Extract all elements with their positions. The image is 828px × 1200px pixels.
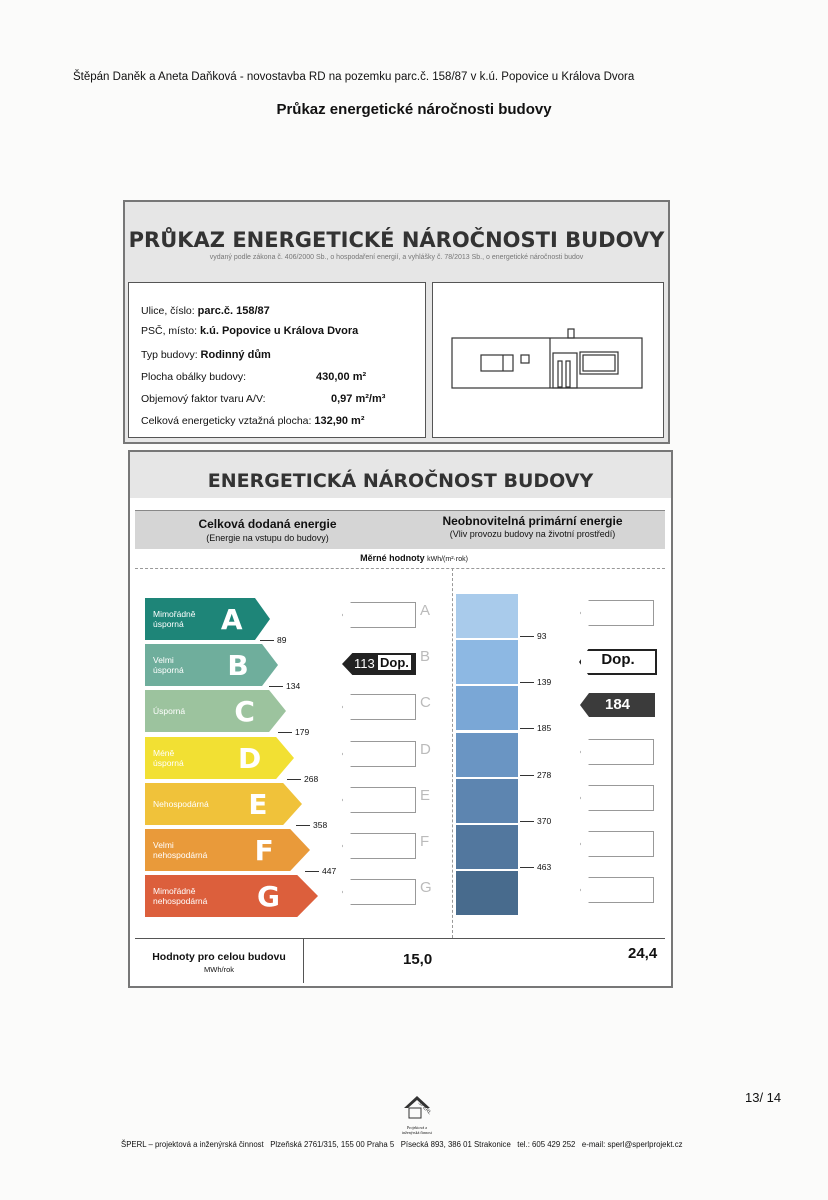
left-threshold: 179 (278, 727, 309, 737)
total-primary-energy: 24,4 (628, 945, 658, 962)
class-band-e: Nehospodárná E (145, 783, 302, 825)
left-threshold: 358 (296, 820, 327, 830)
right-column-heading: Neobnovitelná primární energie (442, 514, 623, 528)
building-info: Ulice, číslo: parc.č. 158/87 PSČ, místo:… (128, 282, 426, 438)
class-band-c: Úsporná C (145, 690, 286, 732)
class-letter-c: C (420, 694, 431, 711)
info-area: Celková energeticky vztažná plocha: 132,… (141, 415, 365, 427)
primary-energy-marker: 184 (580, 693, 655, 717)
totals-label: Hodnoty pro celou budovu (152, 951, 286, 963)
info-place: PSČ, místo: k.ú. Popovice u Králova Dvor… (141, 325, 359, 337)
left-column-heading: Celková dodaná energie (198, 517, 337, 531)
unit-label: Měrné hodnoty kWh/(m²·rok) (360, 553, 468, 563)
right-column-subheading: (Vliv provozu budovy na životní prostřed… (449, 529, 616, 539)
footer-text: ŠPERL – projektová a inženýrská činnost … (121, 1140, 683, 1149)
left-threshold: 447 (305, 866, 336, 876)
primary-class-band-d (456, 733, 518, 777)
info-street: Ulice, číslo: parc.č. 158/87 (141, 305, 270, 317)
empty-arrow (580, 739, 654, 765)
primary-class-band-e (456, 779, 518, 823)
primary-ref-marker: Dop. (579, 649, 657, 675)
right-threshold: 463 (520, 862, 551, 872)
class-band-g: Mimořádně nehospodárná G (145, 875, 318, 917)
house-elevation-icon (451, 328, 643, 389)
empty-arrow (342, 602, 416, 628)
totals-row: Hodnoty pro celou budovu MWh/rok 15,0 24… (135, 938, 665, 983)
energy-title: ENERGETICKÁ NÁROČNOST BUDOVY (130, 452, 671, 498)
right-threshold: 185 (520, 723, 551, 733)
class-letter-b: B (420, 648, 431, 665)
empty-arrow (342, 787, 416, 813)
primary-class-band-g (456, 871, 518, 915)
empty-arrow (342, 694, 416, 720)
column-headers: Celková dodaná energie (Energie na vstup… (135, 510, 665, 549)
total-delivered-energy: 15,0 (403, 951, 433, 968)
info-envelope: Plocha obálky budovy: 430,00 m² (141, 371, 367, 383)
class-band-b: Velmi úsporná B (145, 644, 278, 686)
primary-class-band-a (456, 594, 518, 638)
certificate-subtitle: vydaný podle zákona č. 406/2000 Sb., o h… (209, 254, 584, 261)
empty-arrow (580, 831, 654, 857)
primary-class-band-f (456, 825, 518, 869)
empty-arrow (580, 600, 654, 626)
class-letter-f: F (420, 833, 430, 850)
class-band-a: Mimořádně úsporná A (145, 598, 270, 640)
primary-class-band-c (456, 686, 518, 730)
class-band-f: Velmi nehospodárná F (145, 829, 310, 871)
certificate-title: PRŮKAZ ENERGETICKÉ NÁROČNOSTI BUDOVY (128, 228, 665, 252)
class-band-d: Méně úsporná D (145, 737, 294, 779)
totals-unit: MWh/rok (204, 965, 234, 974)
right-threshold: 370 (520, 816, 551, 826)
info-shape-factor: Objemový faktor tvaru A/V: 0,97 m²/m³ (141, 393, 386, 405)
right-threshold: 278 (520, 770, 551, 780)
left-threshold: 268 (287, 774, 318, 784)
class-letter-e: E (420, 787, 431, 804)
left-threshold: 134 (269, 681, 300, 691)
delivered-energy-marker: 113 Dop. (342, 653, 416, 675)
empty-arrow (342, 741, 416, 767)
document-title: Průkaz energetické náročnosti budovy (276, 101, 552, 118)
class-letter-a: A (420, 602, 431, 619)
class-letter-g: G (420, 879, 432, 896)
empty-arrow (342, 833, 416, 859)
class-letter-d: D (420, 741, 431, 758)
primary-class-band-b (456, 640, 518, 684)
right-threshold: 139 (520, 677, 551, 687)
empty-arrow (580, 785, 654, 811)
document-header: Štěpán Daněk a Aneta Daňková - novostavb… (73, 71, 635, 83)
building-drawing (432, 282, 664, 438)
empty-arrow (342, 879, 416, 905)
info-type: Typ budovy: Rodinný dům (141, 349, 271, 361)
page-number: 13/ 14 (745, 1090, 782, 1105)
left-column-subheading: (Energie na vstupu do budovy) (206, 533, 329, 543)
right-threshold: 93 (520, 631, 546, 641)
sperl-logo: ŠPERL Projektová a inženýrská činnost (400, 1094, 434, 1135)
left-threshold: 89 (260, 635, 286, 645)
empty-arrow (580, 877, 654, 903)
